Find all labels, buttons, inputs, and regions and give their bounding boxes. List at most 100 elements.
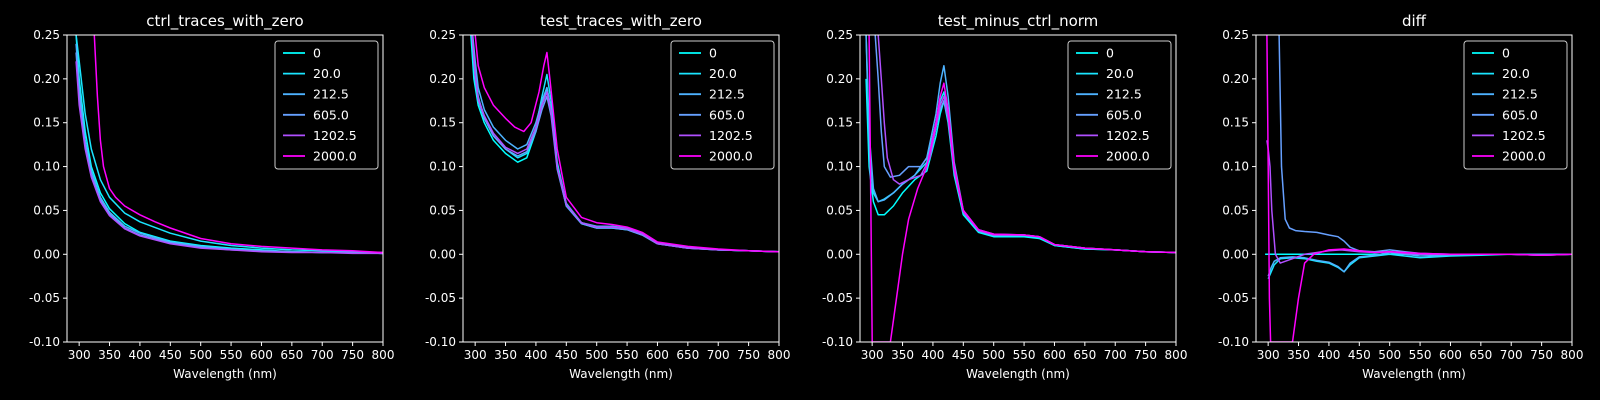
x-tick-label: 500	[1378, 348, 1401, 362]
y-tick-label: 0.20	[429, 72, 456, 86]
x-tick-label: 800	[372, 348, 395, 362]
series-line-212.5	[1267, 251, 1572, 277]
x-tick-label: 600	[250, 348, 273, 362]
x-tick-label: 650	[676, 348, 699, 362]
y-tick-label: -0.05	[29, 291, 60, 305]
panel-title: ctrl_traces_with_zero	[146, 12, 303, 31]
x-tick-label: 650	[1073, 348, 1096, 362]
legend: 0 20.0 212.5 605.0 1202.5 2000.0	[274, 40, 379, 170]
panel-title: diff	[1402, 12, 1427, 30]
x-tick-label: 500	[982, 348, 1005, 362]
legend-label: 0	[313, 46, 321, 61]
x-tick-label: 500	[189, 348, 212, 362]
y-tick-label: -0.10	[1218, 335, 1249, 349]
x-tick-label: 450	[555, 348, 578, 362]
x-tick-label: 300	[861, 348, 884, 362]
legend: 0 20.0 212.5 605.0 1202.5 2000.0	[670, 40, 775, 170]
y-tick-label: 0.15	[429, 116, 456, 130]
x-tick-label: 350	[494, 348, 517, 362]
y-tick-label: -0.10	[425, 335, 456, 349]
legend-label: 212.5	[313, 87, 349, 102]
axes-frame	[66, 34, 384, 343]
series-line-2000.0	[1266, 35, 1572, 342]
x-tick-label: 350	[891, 348, 914, 362]
panel-title: test_traces_with_zero	[540, 12, 702, 31]
x-tick-label: 300	[1257, 348, 1280, 362]
legend-label: 1202.5	[1502, 128, 1546, 143]
y-tick-label: 0.25	[826, 28, 853, 42]
x-axis-label: Wavelength (nm)	[569, 367, 673, 381]
y-tick-label: 0.20	[826, 72, 853, 86]
legend-label: 20.0	[1106, 66, 1134, 81]
y-tick-label: 0.25	[1222, 28, 1249, 42]
y-tick-label: 0.00	[429, 247, 456, 261]
y-tick-label: -0.05	[822, 291, 853, 305]
x-tick-label: 550	[1013, 348, 1036, 362]
y-tick-label: -0.05	[425, 291, 456, 305]
legend-label: 20.0	[709, 66, 737, 81]
y-tick-label: 0.05	[33, 203, 60, 217]
axes-frame	[462, 34, 780, 343]
legend-label: 605.0	[1106, 107, 1142, 122]
series-line-20.0	[75, 35, 383, 254]
x-tick-label: 400	[1317, 348, 1340, 362]
legend-label: 1202.5	[313, 128, 357, 143]
legend-label: 605.0	[313, 107, 349, 122]
series-line-1202.5	[75, 61, 383, 255]
x-tick-label: 350	[98, 348, 121, 362]
series-line-2000.0	[474, 35, 779, 253]
series-line-2000.0	[868, 35, 1176, 342]
legend-label: 212.5	[1502, 87, 1538, 102]
y-tick-label: 0.10	[429, 160, 456, 174]
y-tick-label: -0.10	[29, 335, 60, 349]
x-tick-label: 600	[646, 348, 669, 362]
y-tick-label: 0.10	[1222, 160, 1249, 174]
legend: 0 20.0 212.5 605.0 1202.5 2000.0	[1067, 40, 1172, 170]
x-tick-label: 750	[1134, 348, 1157, 362]
axes-frame	[859, 34, 1177, 343]
y-tick-label: 0.05	[429, 203, 456, 217]
panel-diff: diff Wavelength (nm) 300 350 400 450 500 550 6…	[1218, 12, 1584, 381]
panel-test-traces: test_traces_with_zero Wavelength (nm) 30…	[425, 12, 791, 381]
x-tick-label: 700	[707, 348, 730, 362]
panel-test-minus-ctrl: test_minus_ctrl_norm Wavelength (nm) 300…	[822, 12, 1188, 381]
x-axis-label: Wavelength (nm)	[966, 367, 1070, 381]
legend-label: 605.0	[1502, 107, 1538, 122]
y-tick-label: 0.25	[33, 28, 60, 42]
x-tick-label: 400	[524, 348, 547, 362]
x-tick-label: 750	[341, 348, 364, 362]
series-line-20.0	[1267, 253, 1572, 280]
x-tick-label: 600	[1043, 348, 1066, 362]
legend-label: 2000.0	[1502, 149, 1546, 164]
y-tick-label: 0.10	[826, 160, 853, 174]
x-tick-label: 400	[128, 348, 151, 362]
legend-label: 1202.5	[1106, 128, 1150, 143]
y-tick-label: 0.00	[826, 247, 853, 261]
y-tick-label: -0.05	[1218, 291, 1249, 305]
x-axis-label: Wavelength (nm)	[1362, 367, 1466, 381]
y-tick-label: 0.05	[1222, 203, 1249, 217]
x-tick-label: 700	[1104, 348, 1127, 362]
x-tick-label: 700	[311, 348, 334, 362]
x-axis-label: Wavelength (nm)	[173, 367, 277, 381]
legend-label: 0	[1502, 46, 1510, 61]
axes-frame	[1255, 34, 1573, 343]
series-line-1202.5	[471, 35, 779, 253]
panel-title: test_minus_ctrl_norm	[938, 12, 1099, 31]
legend: 0 20.0 212.5 605.0 1202.5 2000.0	[1463, 40, 1568, 170]
x-tick-label: 450	[1348, 348, 1371, 362]
x-tick-label: 450	[159, 348, 182, 362]
legend-label: 20.0	[313, 66, 341, 81]
panel-ctrl-traces: ctrl_traces_with_zero Wavelength (nm) 30…	[29, 12, 395, 381]
x-tick-label: 400	[921, 348, 944, 362]
x-tick-label: 750	[1530, 348, 1553, 362]
legend-label: 0	[709, 46, 717, 61]
x-tick-label: 750	[737, 348, 760, 362]
x-tick-label: 300	[68, 348, 91, 362]
x-tick-label: 550	[220, 348, 243, 362]
x-tick-label: 800	[1561, 348, 1584, 362]
legend-label: 605.0	[709, 107, 745, 122]
y-tick-label: 0.15	[33, 116, 60, 130]
x-tick-label: 650	[280, 348, 303, 362]
